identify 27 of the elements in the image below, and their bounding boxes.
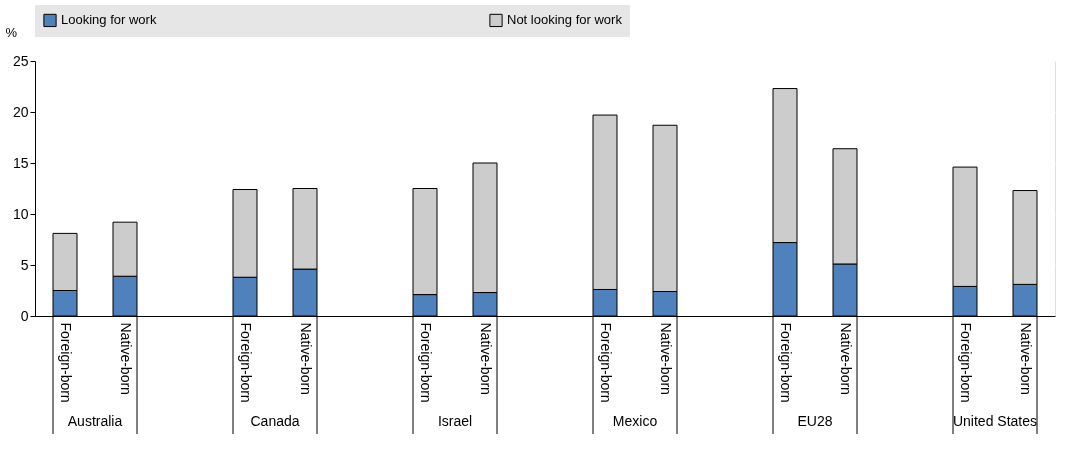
y-axis-title: % [5,24,18,40]
y-tick-label: 20 [12,103,29,120]
text: Canada [250,413,300,429]
x-tick-label: Native-born [118,322,134,395]
y-tick-label: 15 [12,154,29,171]
y-tick-label: 0 [20,307,29,324]
x-tick-label: Native-born [478,322,494,395]
x-tick-label: Foreign-born [418,322,434,403]
x-tick-label: Foreign-born [598,322,614,403]
x-tick-label: Foreign-born [58,322,74,403]
y-tick-label: 25 [12,52,29,69]
legend-label: Looking for work [61,12,157,28]
text: Israel [437,413,473,429]
text: Australia [67,413,123,429]
x-tick-label: Foreign-born [778,322,794,403]
text: Mexico [612,413,658,429]
text: EU28 [797,413,833,429]
text: United States [952,413,1038,429]
y-tick-label: 10 [12,205,29,222]
x-tick-label: Native-born [1018,322,1034,395]
y-tick-label: 5 [20,256,29,273]
legend-label: Not looking for work [507,12,623,28]
x-tick-label: Foreign-born [238,322,254,403]
x-tick-label: Native-born [658,322,674,395]
x-tick-label: Foreign-born [958,322,974,403]
x-tick-label: Native-born [838,322,854,395]
x-tick-label: Native-born [298,322,314,395]
